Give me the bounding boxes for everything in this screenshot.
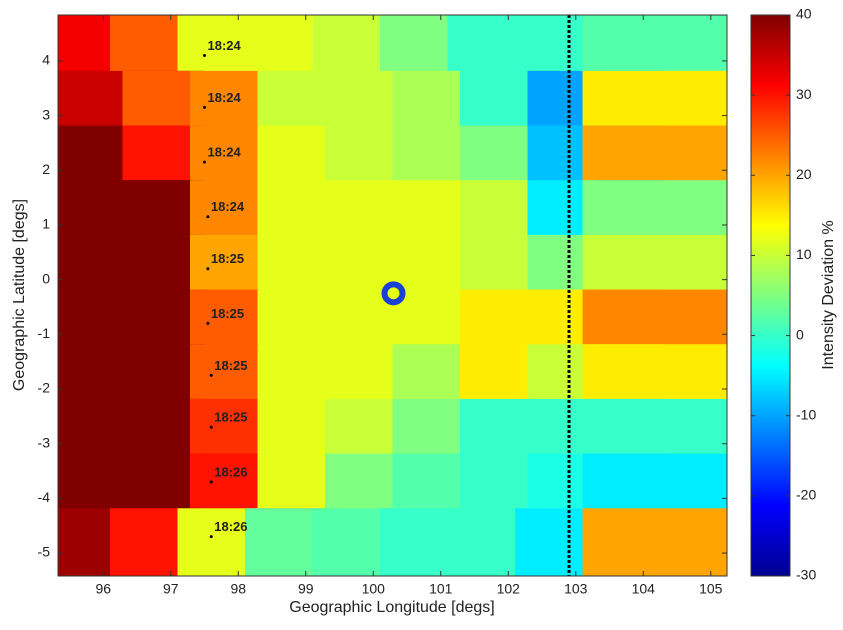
heatmap-cell [460,71,530,128]
heatmap-cell [325,180,395,237]
heatmap-cell [257,126,327,183]
annotation-label: 18:25 [211,306,244,321]
x-tick-label: 99 [298,581,314,597]
heatmap-cell [393,180,463,237]
heatmap-cell [122,71,192,128]
annotation-dot [206,215,209,218]
heatmap-cell [325,235,395,292]
y-tick-label: 2 [42,161,50,177]
colorbar-label: Intensity Deviation % [820,220,837,369]
heatmap-cell [122,290,192,347]
heatmap-cell [460,180,530,237]
x-tick-label: 97 [163,581,179,597]
heatmap-cell [325,399,395,456]
heatmap-cell [460,235,530,292]
heatmap-cell [257,290,327,347]
y-tick-label: -1 [38,325,51,341]
heatmap-cell [190,399,260,456]
x-axis-label: Geographic Longitude [degs] [289,599,494,616]
heatmap-cell [325,454,395,511]
chart: 18:24 18:24 18:24 18:24 18:25 18:25 18:25 18:25… [0,0,843,625]
colorbar-tick-label: -20 [796,487,816,503]
heatmap-cell [122,344,192,401]
heatmap-cell [460,454,530,511]
x-tick-label: 101 [429,581,453,597]
heatmap-cell [393,399,463,456]
heatmap-cell [460,126,530,183]
y-tick-label: 3 [42,106,50,122]
heatmap-cell [257,180,327,237]
x-tick-label: 96 [95,581,111,597]
heatmap-cell [257,454,327,511]
heatmap-cell [257,71,327,128]
heatmap-cell [257,399,327,456]
colorbar-tick-label: -30 [796,567,816,583]
annotation-label: 18:26 [214,519,247,534]
colorbar-tick-label: 0 [796,326,804,342]
heatmap-cell [325,126,395,183]
colorbar [751,15,790,576]
annotation-label: 18:26 [214,464,247,479]
y-tick-label: -4 [38,489,51,505]
y-axis-label: Geographic Latitude [degs] [11,199,28,391]
annotation-label: 18:24 [207,90,241,105]
y-tick-label: -3 [38,434,51,450]
annotation-dot [206,322,209,325]
heatmap-cell [122,399,192,456]
annotation-dot [210,426,213,429]
colorbar-tick-label: 30 [796,86,812,102]
heatmap-cell [257,344,327,401]
x-tick-label: 104 [632,581,656,597]
heatmap-cell [122,180,192,237]
colorbar-tick-label: 40 [796,6,812,22]
y-tick-label: -5 [38,544,51,560]
colorbar-tick-label: 20 [796,166,812,182]
heatmap-cell [460,399,530,456]
heatmap: 18:24 18:24 18:24 18:24 18:25 18:25 18:25 18:25… [0,0,812,605]
heatmap-cell [257,235,327,292]
annotation-label: 18:25 [214,358,247,373]
heatmap-cell [393,344,463,401]
y-tick-label: 1 [42,216,50,232]
heatmap-cell [460,290,530,347]
x-tick-label: 98 [230,581,246,597]
annotation-dot [210,535,213,538]
annotation-label: 18:25 [211,251,244,266]
annotation-dot [210,374,213,377]
annotation-dot [203,161,206,164]
annotation-label: 18:24 [207,145,241,160]
heatmap-cell [122,235,192,292]
x-tick-label: 105 [699,581,723,597]
heatmap-cell [325,71,395,128]
heatmap-cell [122,126,192,183]
heatmap-cell [393,71,463,128]
heatmap-cell [393,454,463,511]
x-tick-label: 103 [564,581,588,597]
x-tick-label: 102 [497,581,521,597]
y-tick-label: -2 [38,380,51,396]
colorbar-tick-label: 10 [796,246,812,262]
annotation-dot [206,267,209,270]
colorbar-tick-label: -10 [796,406,816,422]
heatmap-cell [393,235,463,292]
y-tick-label: 0 [42,270,50,286]
annotation-label: 18:25 [214,410,247,425]
annotation-label: 18:24 [211,199,245,214]
heatmap-cell [460,344,530,401]
heatmap-cell [190,454,260,511]
heatmap-cell [393,126,463,183]
annotation-dot [210,480,213,483]
y-tick-label: 4 [42,52,50,68]
annotation-label: 18:24 [207,38,241,53]
heatmap-cell [122,454,192,511]
heatmap-cell [325,344,395,401]
annotation-dot [203,106,206,109]
annotation-dot [203,54,206,57]
x-tick-label: 100 [362,581,386,597]
